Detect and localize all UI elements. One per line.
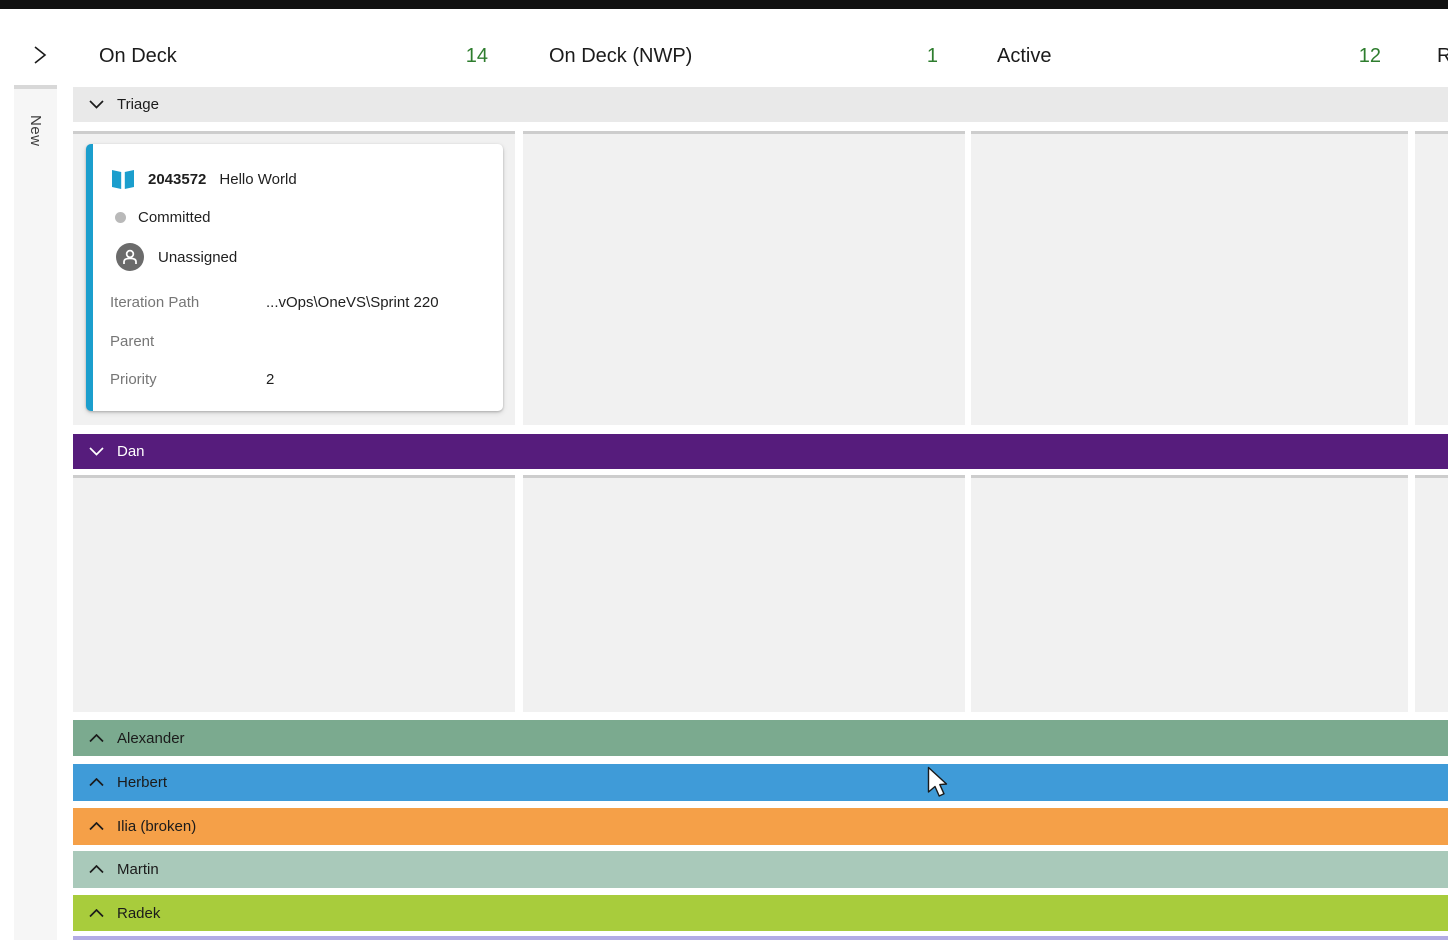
work-item-id: 2043572	[148, 170, 207, 188]
state-label: Committed	[138, 208, 211, 226]
field-label: Priority	[110, 370, 157, 388]
column-header-active: Active 12	[971, 36, 1408, 76]
card-title-row: 2043572 Hello World	[93, 165, 503, 193]
swimlane-header-triage[interactable]: Triage	[73, 87, 1448, 122]
swimlane-header-partial-bottom	[73, 936, 1448, 940]
field-value[interactable]: 2	[266, 370, 275, 388]
expand-new-column-button[interactable]	[26, 42, 52, 68]
chevron-right-icon	[31, 45, 48, 65]
column-header-on-deck: On Deck 14	[73, 36, 515, 76]
mouse-cursor	[927, 766, 953, 800]
column-title: On Deck	[99, 44, 177, 67]
field-value[interactable]: ...vOps\OneVS\Sprint 220	[266, 293, 439, 311]
card-field-iteration: Iteration Path ...vOps\OneVS\Sprint 220	[93, 288, 503, 316]
card-assignee-row[interactable]: Unassigned	[93, 243, 503, 271]
card-field-priority: Priority 2	[93, 365, 503, 393]
chevron-up-icon	[89, 733, 104, 743]
chevron-up-icon	[89, 778, 104, 787]
board-cell-triage-ondecknwp	[523, 131, 965, 425]
card-state-row: Committed	[93, 203, 503, 231]
chevron-up-icon	[89, 865, 104, 874]
column-header-resolved-partial: Resolved	[1415, 36, 1448, 76]
board-cell-triage-resolved	[1415, 131, 1448, 425]
board-cell-dan-active	[971, 475, 1408, 712]
user-story-icon	[110, 169, 136, 190]
work-item-title[interactable]: Hello World	[219, 170, 297, 188]
assignee-label: Unassigned	[158, 248, 238, 266]
column-count: 1	[926, 44, 938, 67]
swimlane-header-ilia[interactable]: Ilia (broken)	[73, 808, 1448, 845]
collapsed-column-label: New	[27, 115, 44, 147]
swimlane-header-herbert[interactable]: Herbert	[73, 764, 1448, 801]
chevron-down-icon	[89, 447, 104, 456]
collapsed-column-new[interactable]: New	[14, 85, 57, 940]
swimlane-header-radek[interactable]: Radek	[73, 895, 1448, 931]
chevron-up-icon	[89, 908, 104, 918]
column-count: 14	[465, 44, 488, 67]
swimlane-header-dan[interactable]: Dan	[73, 434, 1448, 469]
swimlane-label: Herbert	[117, 774, 168, 791]
chevron-up-icon	[89, 822, 104, 831]
field-label: Iteration Path	[110, 293, 200, 311]
swimlane-label: Alexander	[117, 729, 185, 747]
column-header-on-deck-nwp: On Deck (NWP) 1	[523, 36, 965, 76]
board-cell-dan-ondecknwp	[523, 475, 965, 712]
swimlane-label: Ilia (broken)	[117, 818, 197, 835]
card-field-parent: Parent	[93, 327, 503, 355]
chevron-down-icon	[89, 100, 104, 109]
column-title: On Deck (NWP)	[549, 44, 693, 67]
field-label: Parent	[110, 332, 155, 350]
column-title: Resolved	[1437, 44, 1448, 67]
column-title: Active	[997, 44, 1052, 67]
swimlane-label: Dan	[117, 443, 145, 460]
swimlane-label: Triage	[117, 96, 159, 113]
column-count: 12	[1358, 44, 1381, 67]
unassigned-avatar-icon	[116, 243, 144, 271]
top-border	[0, 0, 1448, 9]
state-dot-icon	[115, 211, 126, 223]
board-cell-dan-resolved	[1415, 475, 1448, 712]
work-item-card[interactable]: 2043572 Hello World Committed Unassigned…	[86, 144, 503, 411]
swimlane-header-martin[interactable]: Martin	[73, 851, 1448, 888]
swimlane-label: Radek	[117, 904, 161, 922]
swimlane-label: Martin	[117, 861, 159, 878]
swimlane-header-alexander[interactable]: Alexander	[73, 720, 1448, 756]
board-cell-dan-ondeck	[73, 475, 515, 712]
board-cell-triage-active	[971, 131, 1408, 425]
